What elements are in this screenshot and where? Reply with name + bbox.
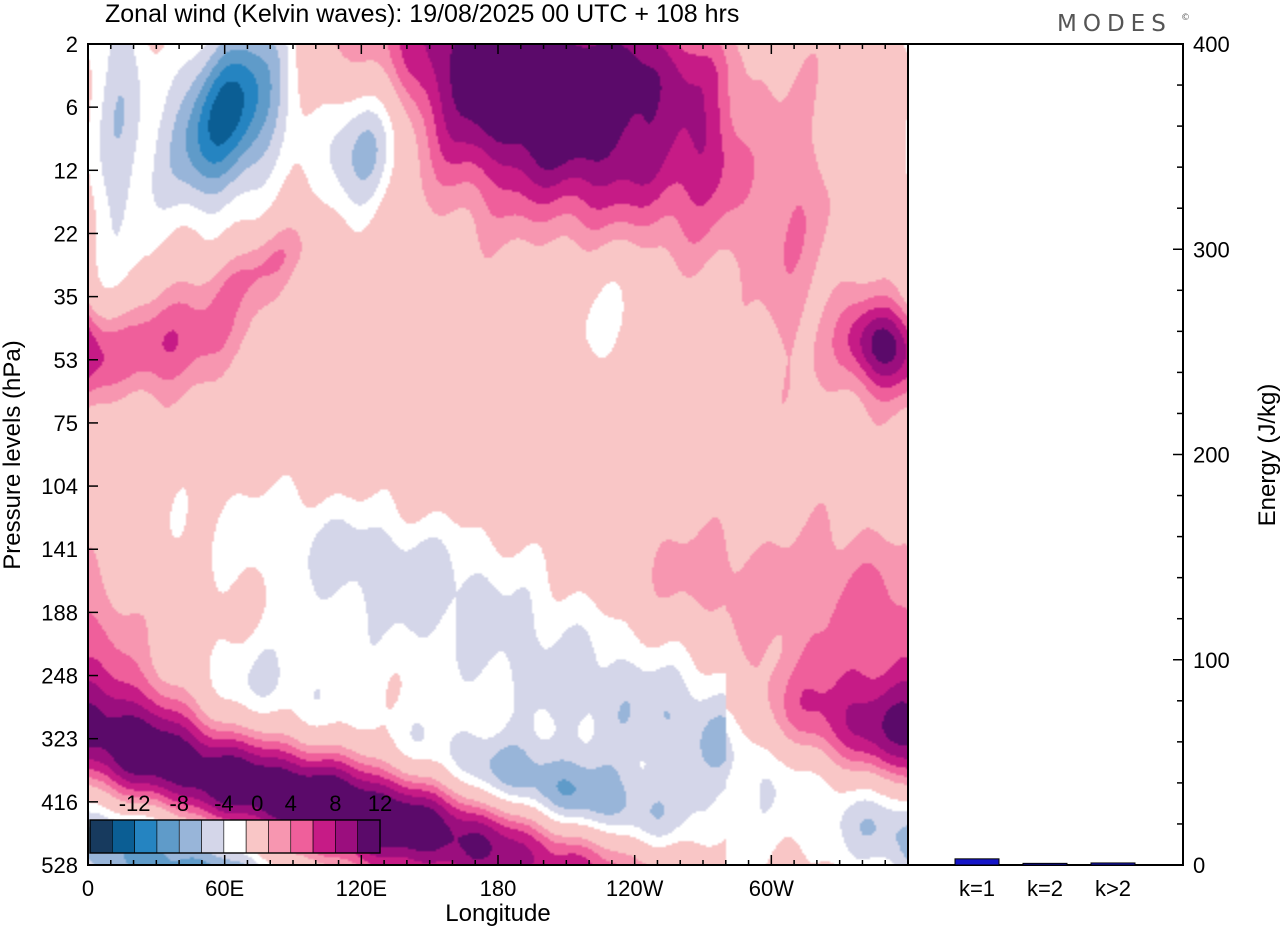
- y-tick-label: 416: [41, 790, 78, 815]
- colorbar-swatch: [89, 819, 113, 854]
- colorbar-label: -12: [119, 791, 151, 816]
- y-axis-title: Pressure levels (hPa): [0, 340, 26, 569]
- colorbar-label: 4: [285, 791, 297, 816]
- energy-tick-label: 400: [1193, 32, 1230, 57]
- x-tick-label: 60E: [205, 876, 244, 901]
- x-tick-label: 120E: [336, 876, 387, 901]
- colorbar-swatch: [201, 819, 225, 854]
- y-tick-label: 248: [41, 664, 78, 689]
- energy-bar: [1022, 862, 1068, 866]
- energy-tick-label: 200: [1193, 443, 1230, 468]
- y-tick-label: 104: [41, 474, 78, 499]
- colorbar-swatch: [178, 819, 202, 854]
- x-axis: 0 60E 120E 180 120W 60W: [82, 44, 909, 901]
- energy-bars: k=1 k=2 k>2: [954, 858, 1136, 901]
- chart-title: Zonal wind (Kelvin waves): 19/08/2025 00…: [105, 0, 739, 28]
- y-tick-label: 2: [66, 32, 78, 57]
- y-tick-label: 323: [41, 727, 78, 752]
- colorbar: -12 -8 -4 0 4 8 12: [89, 791, 392, 854]
- energy-bar: [954, 858, 1000, 866]
- brand-copyright-mark: ©: [1181, 13, 1190, 23]
- colorbar-label: 8: [329, 791, 341, 816]
- energy-category-label: k>2: [1095, 876, 1131, 901]
- x-tick-label: 180: [480, 876, 517, 901]
- y-tick-label: 528: [41, 853, 78, 878]
- colorbar-label: -8: [169, 791, 189, 816]
- energy-tick-label: 0: [1193, 853, 1205, 878]
- colorbar-frame: [89, 819, 381, 854]
- colorbar-swatch: [245, 819, 269, 854]
- x-tick-label: 60W: [749, 876, 794, 901]
- colorbar-swatch: [134, 819, 158, 854]
- colorbar-swatch: [223, 819, 247, 854]
- energy-category-label: k=2: [1027, 876, 1063, 901]
- colorbar-swatch: [335, 819, 358, 854]
- y-tick-label: 12: [54, 158, 78, 183]
- brand-logo: MODES: [1057, 11, 1172, 37]
- energy-tick-label: 100: [1193, 648, 1230, 673]
- y-tick-label: 141: [41, 537, 78, 562]
- energy-axis-title: Energy (J/kg): [1254, 384, 1280, 527]
- colorbar-swatch: [112, 819, 135, 854]
- energy-category-label: k=1: [959, 876, 995, 901]
- y-tick-label: 6: [66, 95, 78, 120]
- energy-axis: 0 100 200 300 400: [1173, 32, 1230, 878]
- x-tick-label: 0: [82, 876, 94, 901]
- energy-bar: [1090, 862, 1136, 866]
- colorbar-label: -4: [214, 791, 234, 816]
- y-tick-label: 188: [41, 600, 78, 625]
- y-tick-label: 53: [54, 348, 78, 373]
- y-tick-label: 22: [54, 221, 78, 246]
- wind-contour-field: [88, 44, 908, 865]
- colorbar-swatch: [312, 819, 336, 854]
- colorbar-label: 12: [368, 791, 392, 816]
- y-tick-label: 35: [54, 285, 78, 310]
- colorbar-swatch: [290, 819, 314, 854]
- x-tick-label: 120W: [606, 876, 664, 901]
- colorbar-swatch: [268, 819, 292, 854]
- energy-tick-label: 300: [1193, 237, 1230, 262]
- colorbar-label: 0: [251, 791, 263, 816]
- energy-frame: [907, 43, 1184, 866]
- y-axis: 2 6 12 22 35 53 75 104 141 188 248 323 416 528: [41, 32, 98, 878]
- colorbar-swatch: [156, 819, 180, 854]
- y-tick-label: 75: [54, 411, 78, 436]
- colorbar-swatch: [357, 819, 381, 854]
- x-axis-title: Longitude: [445, 900, 550, 927]
